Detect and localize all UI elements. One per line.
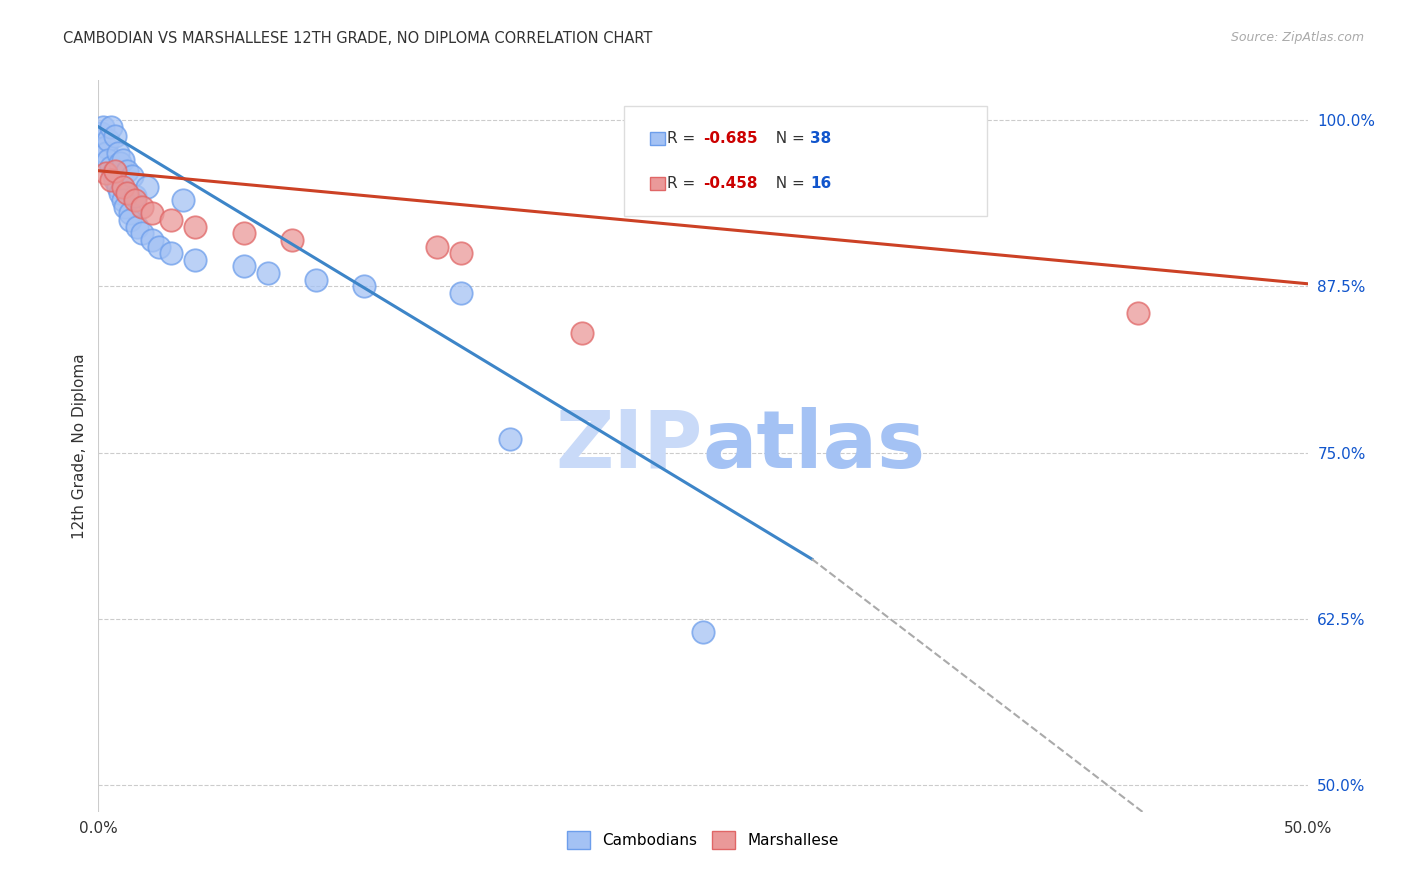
Point: [107, 146, 129, 161]
Point: [498, 433, 520, 447]
Point: [97, 133, 120, 147]
Text: ZIP: ZIP: [555, 407, 703, 485]
Point: [426, 239, 449, 253]
FancyBboxPatch shape: [650, 177, 665, 190]
FancyBboxPatch shape: [650, 132, 665, 145]
Point: [141, 233, 163, 247]
Text: N =: N =: [766, 176, 810, 191]
Point: [232, 260, 254, 274]
Point: [131, 200, 153, 214]
Point: [184, 219, 207, 234]
Text: R =: R =: [668, 176, 700, 191]
Point: [111, 179, 134, 194]
Point: [124, 193, 146, 207]
Point: [108, 186, 131, 201]
Point: [450, 246, 472, 260]
Point: [160, 246, 183, 260]
Point: [184, 252, 207, 267]
Point: [571, 326, 593, 340]
Point: [124, 189, 146, 203]
Point: [101, 166, 124, 180]
Point: [104, 129, 127, 144]
Point: [117, 186, 139, 201]
Point: [692, 625, 714, 640]
Point: [305, 273, 328, 287]
Point: [107, 179, 129, 194]
Text: atlas: atlas: [703, 407, 927, 485]
Point: [104, 163, 127, 178]
Point: [97, 153, 120, 167]
Point: [100, 120, 122, 134]
Point: [172, 193, 194, 207]
Text: -0.458: -0.458: [703, 176, 758, 191]
Text: CAMBODIAN VS MARSHALLESE 12TH GRADE, NO DIPLOMA CORRELATION CHART: CAMBODIAN VS MARSHALLESE 12TH GRADE, NO …: [63, 31, 652, 46]
Text: N =: N =: [766, 131, 810, 145]
Point: [256, 266, 278, 280]
Point: [121, 169, 143, 183]
Text: -0.685: -0.685: [703, 131, 758, 145]
Text: R =: R =: [668, 131, 700, 145]
Point: [118, 213, 141, 227]
Point: [117, 163, 139, 178]
Point: [94, 146, 117, 161]
Legend: Cambodians, Marshallese: Cambodians, Marshallese: [561, 824, 845, 855]
Point: [94, 140, 117, 154]
Point: [104, 173, 127, 187]
Point: [1128, 306, 1150, 320]
Point: [135, 179, 157, 194]
Point: [111, 193, 134, 207]
Text: Source: ZipAtlas.com: Source: ZipAtlas.com: [1230, 31, 1364, 45]
Point: [118, 206, 141, 220]
Point: [148, 239, 170, 253]
Point: [131, 226, 153, 240]
Text: 16: 16: [810, 176, 831, 191]
Point: [450, 286, 472, 301]
Point: [108, 155, 131, 169]
Point: [127, 219, 149, 234]
Point: [232, 226, 254, 240]
Point: [91, 120, 114, 134]
Point: [111, 153, 134, 167]
Point: [100, 173, 122, 187]
Point: [100, 160, 122, 174]
Point: [353, 279, 375, 293]
Point: [160, 213, 183, 227]
Text: 38: 38: [810, 131, 831, 145]
Point: [141, 206, 163, 220]
FancyBboxPatch shape: [624, 106, 987, 216]
Point: [114, 200, 136, 214]
Point: [281, 233, 304, 247]
Y-axis label: 12th Grade, No Diploma: 12th Grade, No Diploma: [72, 353, 87, 539]
Point: [90, 127, 112, 141]
Point: [94, 166, 117, 180]
